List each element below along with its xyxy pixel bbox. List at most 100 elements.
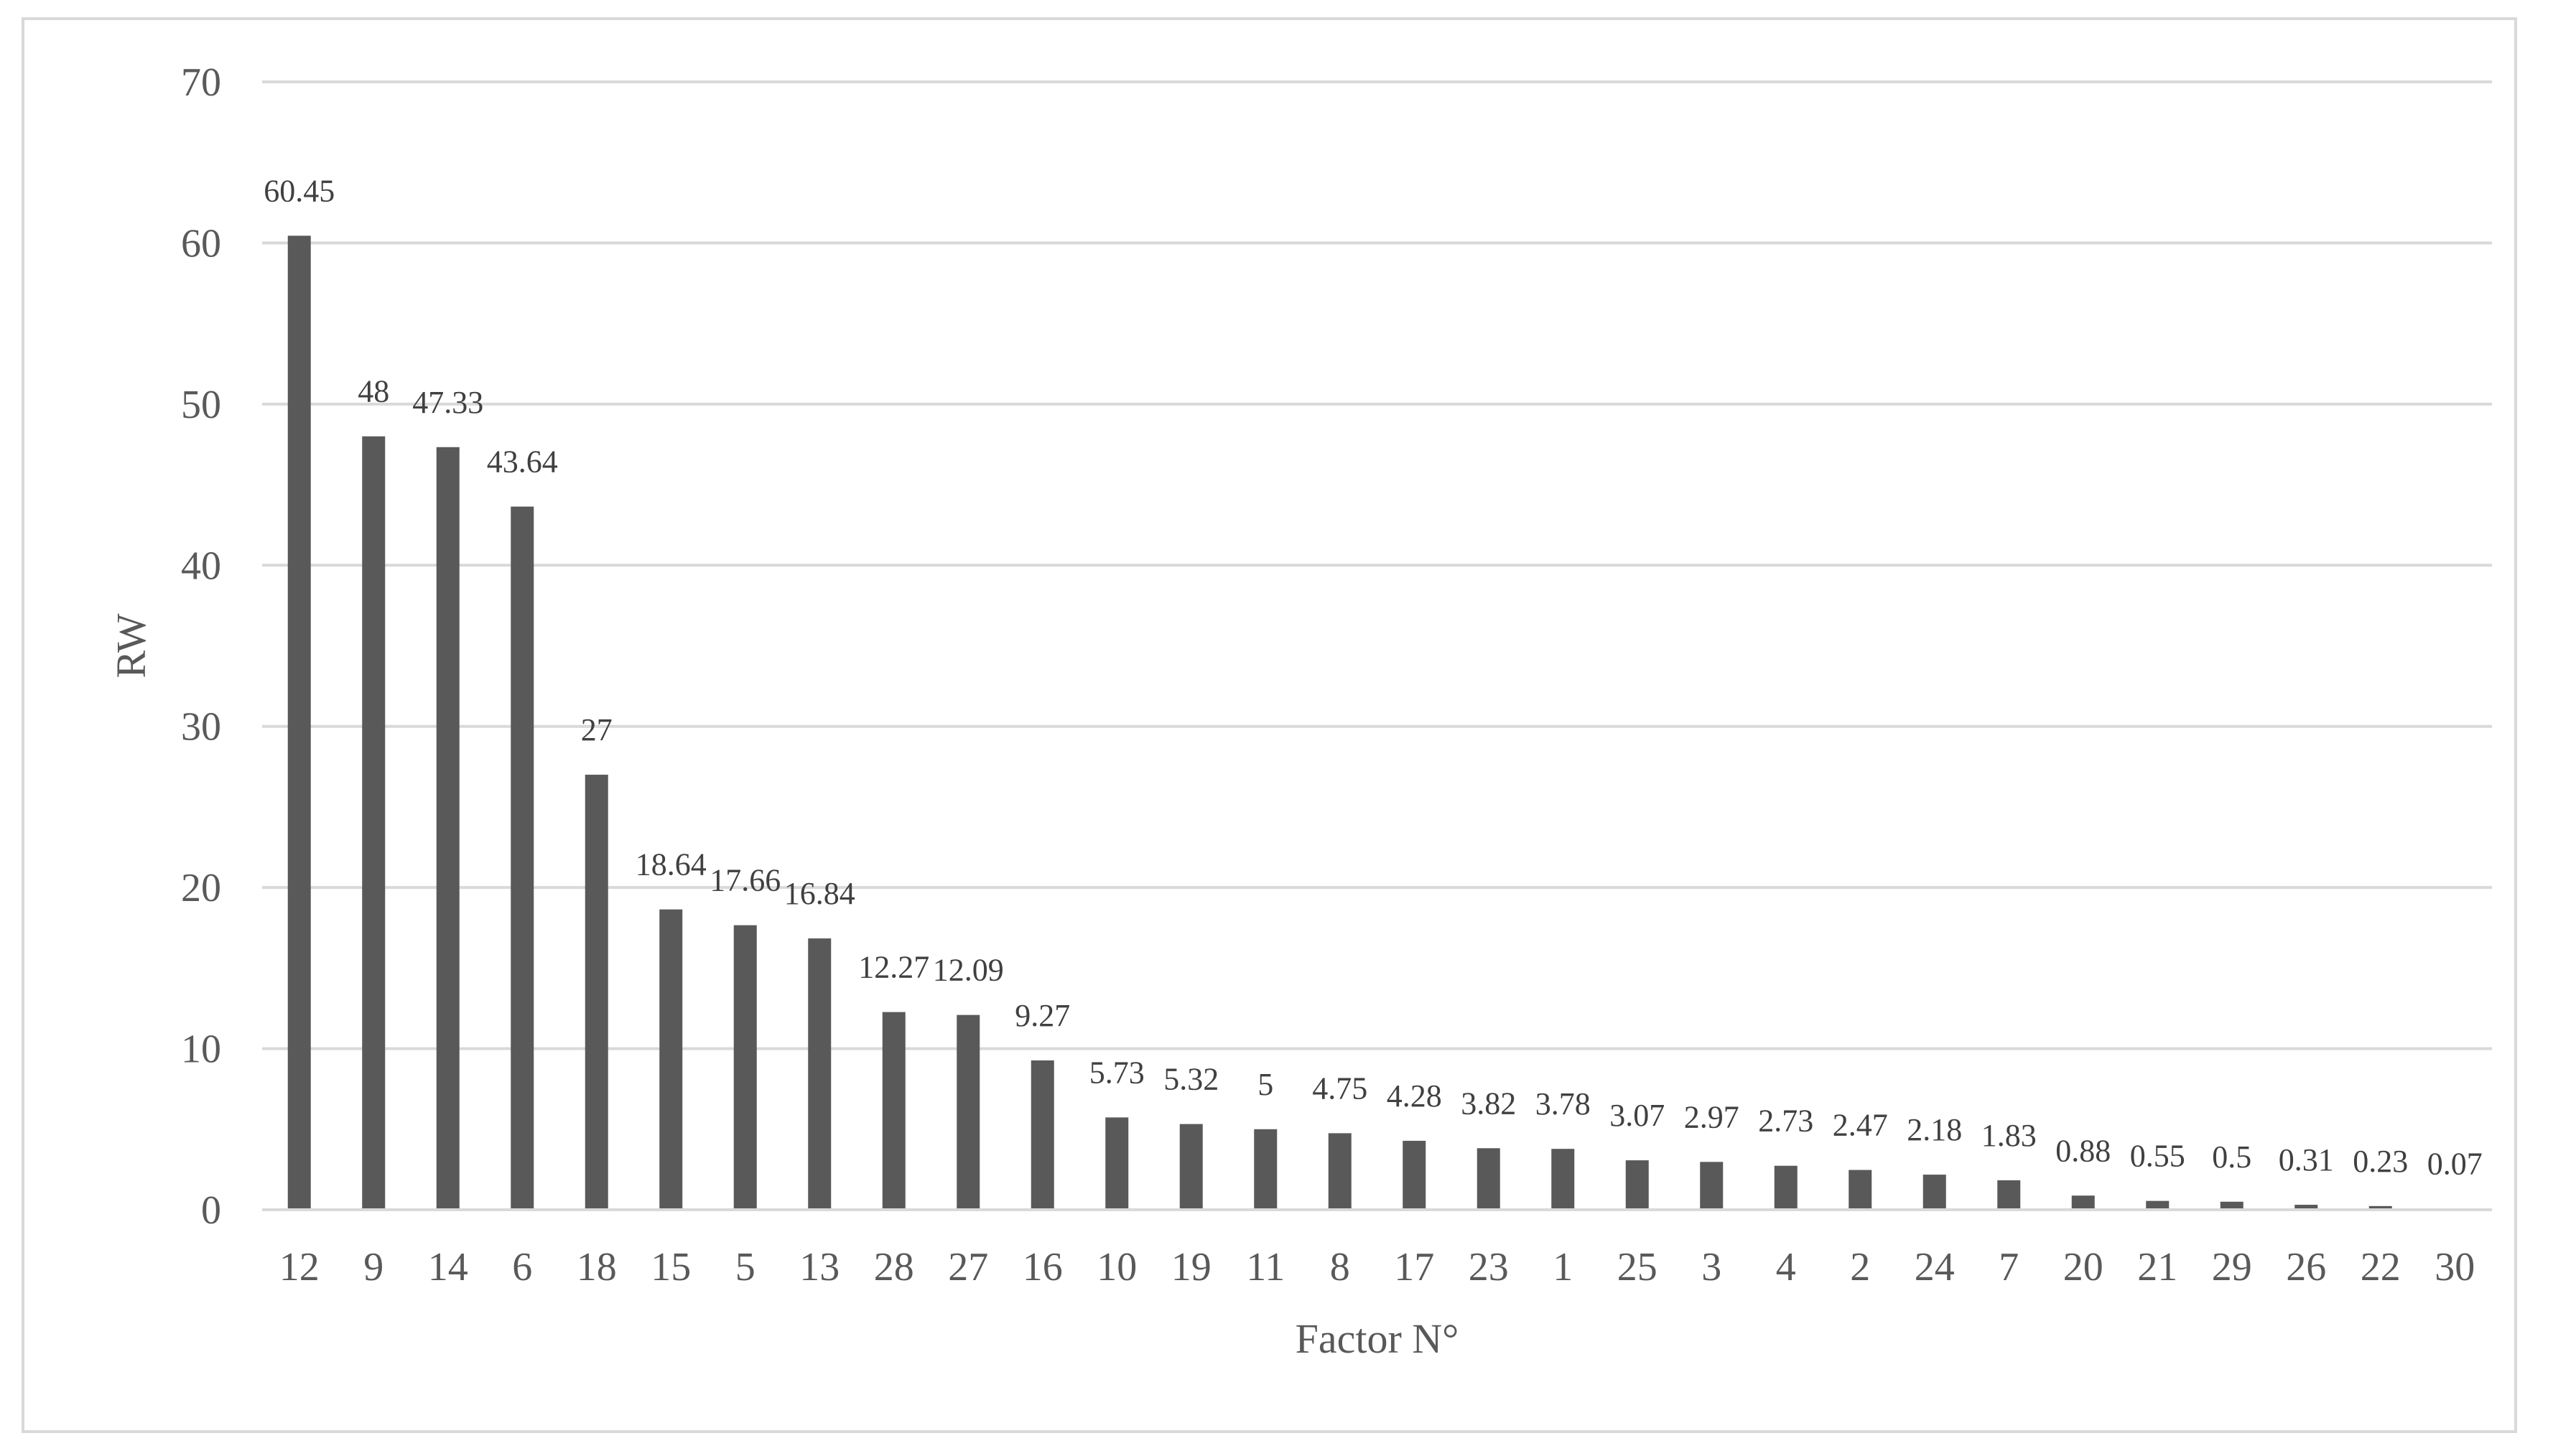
bar-17 — [1403, 1140, 1426, 1210]
bar-1 — [1551, 1149, 1575, 1210]
bar-13 — [808, 938, 832, 1210]
data-label: 0.31 — [2279, 1142, 2334, 1177]
y-tick-label: 0 — [201, 1188, 221, 1233]
bar-12 — [287, 235, 311, 1210]
data-label: 5 — [1257, 1067, 1273, 1102]
bars — [287, 235, 2467, 1210]
x-tick-label: 24 — [1915, 1245, 1955, 1289]
x-tick-label: 22 — [2361, 1245, 2401, 1289]
x-tick-label: 20 — [2063, 1245, 2103, 1289]
data-label: 16.84 — [784, 876, 855, 911]
y-tick-label: 60 — [181, 221, 221, 266]
data-label: 3.82 — [1461, 1086, 1516, 1121]
data-label: 47.33 — [412, 385, 483, 420]
x-tick-label: 14 — [428, 1245, 468, 1289]
bar-21 — [2146, 1200, 2170, 1210]
data-label: 48 — [358, 374, 389, 409]
data-label: 4.75 — [1312, 1070, 1367, 1106]
x-tick-label: 10 — [1097, 1245, 1137, 1289]
x-tick-label: 4 — [1776, 1245, 1796, 1289]
x-tick-label: 26 — [2286, 1245, 2326, 1289]
bar-16 — [1031, 1060, 1054, 1210]
data-label: 3.78 — [1535, 1086, 1591, 1121]
x-tick-label: 5 — [735, 1245, 755, 1289]
data-label: 2.97 — [1684, 1099, 1739, 1134]
y-tick-label: 50 — [181, 383, 221, 427]
x-tick-label: 28 — [874, 1245, 914, 1289]
bar-26 — [2294, 1205, 2318, 1210]
x-tick-label: 27 — [948, 1245, 988, 1289]
x-tick-label: 7 — [1999, 1245, 2019, 1289]
bar-25 — [1625, 1160, 1649, 1210]
x-tick-label: 30 — [2435, 1245, 2475, 1289]
bar-3 — [1700, 1162, 1724, 1210]
data-label: 2.18 — [1907, 1112, 1962, 1147]
gridlines — [262, 80, 2492, 1050]
x-tick-label: 1 — [1553, 1245, 1573, 1289]
x-tick-label: 12 — [279, 1245, 320, 1289]
x-tick-label: 25 — [1617, 1245, 1657, 1289]
bar-4 — [1774, 1165, 1798, 1210]
x-tick-label: 11 — [1246, 1245, 1285, 1289]
data-label: 4.28 — [1387, 1078, 1442, 1114]
bar-15 — [659, 909, 683, 1210]
data-label: 17.66 — [710, 863, 781, 898]
bar-24 — [1922, 1175, 1946, 1210]
data-label: 0.07 — [2427, 1146, 2483, 1181]
data-label: 5.32 — [1163, 1062, 1219, 1097]
x-tick-label: 21 — [2137, 1245, 2177, 1289]
x-tick-label: 8 — [1330, 1245, 1350, 1289]
data-label: 43.64 — [487, 444, 558, 480]
y-tick-label: 40 — [181, 543, 221, 588]
y-tick-label: 20 — [181, 866, 221, 910]
bar-19 — [1179, 1124, 1203, 1210]
y-tick-label: 70 — [181, 60, 221, 105]
bar-28 — [882, 1012, 906, 1210]
data-label: 9.27 — [1015, 998, 1070, 1033]
data-label: 27 — [581, 712, 613, 747]
data-label: 0.23 — [2353, 1144, 2408, 1179]
data-label: 12.27 — [858, 950, 929, 985]
data-label: 18.64 — [636, 847, 707, 882]
x-tick-label: 18 — [577, 1245, 617, 1289]
y-axis-ticks: 0 10 20 30 40 50 60 70 — [181, 60, 221, 1233]
bar-14 — [436, 447, 460, 1210]
data-label: 0.5 — [2212, 1139, 2251, 1175]
bar-7 — [1997, 1180, 2021, 1210]
x-tick-label: 29 — [2212, 1245, 2252, 1289]
bar-10 — [1105, 1117, 1129, 1210]
x-tick-label: 23 — [1469, 1245, 1509, 1289]
bar-29 — [2220, 1201, 2243, 1210]
bar-23 — [1477, 1148, 1500, 1210]
data-label: 0.88 — [2055, 1133, 2111, 1168]
bar-22 — [2368, 1205, 2392, 1210]
x-tick-label: 6 — [512, 1245, 532, 1289]
data-label: 5.73 — [1089, 1055, 1145, 1090]
x-tick-label: 16 — [1023, 1245, 1063, 1289]
bar-27 — [957, 1014, 980, 1210]
bar-20 — [2071, 1195, 2095, 1210]
x-tick-label: 17 — [1394, 1245, 1434, 1289]
bar-18 — [585, 775, 608, 1210]
x-tick-label: 2 — [1850, 1245, 1870, 1289]
bar-8 — [1328, 1133, 1352, 1210]
bar-5 — [733, 925, 757, 1210]
bar-9 — [362, 436, 386, 1210]
data-label: 12.09 — [933, 953, 1004, 988]
x-tick-label: 15 — [651, 1245, 691, 1289]
x-tick-label: 3 — [1701, 1245, 1721, 1289]
bar-6 — [511, 506, 534, 1210]
data-label: 2.47 — [1833, 1108, 1888, 1143]
data-label: 1.83 — [1981, 1118, 2037, 1153]
y-tick-label: 10 — [181, 1027, 221, 1072]
x-tick-label: 19 — [1171, 1245, 1212, 1289]
data-label: 3.07 — [1609, 1098, 1665, 1133]
x-tick-label: 13 — [799, 1245, 840, 1289]
data-label: 2.73 — [1758, 1104, 1813, 1139]
x-tick-label: 9 — [363, 1245, 383, 1289]
x-axis-ticks: 12 9 14 6 18 15 5 13 28 27 16 10 19 11 8 17 23 1 25 3 4 2 24 7 2… — [279, 1245, 2475, 1289]
bar-2 — [1849, 1170, 1872, 1210]
bar-11 — [1254, 1129, 1278, 1210]
